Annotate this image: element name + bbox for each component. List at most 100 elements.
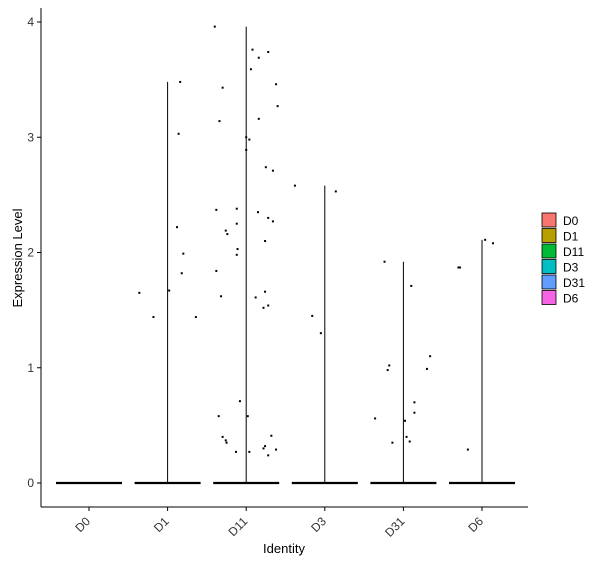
legend-key-d11 [541,243,557,259]
violin-group-d1 [134,80,201,485]
data-point [194,316,197,319]
data-point [484,238,487,241]
y-axis-title: Expression Level [10,208,25,307]
x-tick-label: D3 [308,514,329,535]
data-point [405,435,408,438]
data-point [215,269,218,272]
data-point [374,417,377,420]
x-tick-label: D1 [151,514,172,535]
data-point [221,86,224,89]
data-point [275,83,278,86]
data-point [262,447,265,450]
data-point [254,296,257,299]
data-point [257,56,260,59]
x-axis-ticks: D0 D1 D11 D3 D31 D6 [72,507,486,540]
data-point [138,291,141,294]
data-point [248,450,251,453]
data-point [262,306,265,309]
data-point [413,411,416,414]
y-tick-label: 2 [27,246,34,260]
data-point [264,166,267,169]
violin-group-d11 [213,25,280,485]
data-point [168,289,171,292]
legend-key-d6 [541,290,557,305]
data-point [391,441,394,444]
data-point [248,138,251,141]
data-point [275,448,278,451]
data-point [226,233,229,236]
data-point [221,435,224,438]
plot-marks [56,25,515,485]
data-point [264,239,267,242]
data-point [176,226,179,229]
data-point [213,25,216,28]
data-point [238,400,241,403]
data-point [466,448,469,451]
data-point [179,80,182,83]
data-point [270,434,273,437]
legend-label-d31: D31 [563,276,585,290]
data-point [267,454,270,457]
data-point [234,450,237,453]
legend-key-d1 [541,228,557,243]
data-point [217,415,220,418]
y-tick-label: 0 [27,476,34,490]
data-point [293,184,296,187]
data-point [319,332,322,335]
data-point [408,440,411,443]
legend-label-d11: D11 [563,245,584,259]
x-tick-label: D0 [72,514,93,535]
legend-label-d6: D6 [563,292,579,306]
data-point [413,401,416,404]
y-axis-ticks: 0 1 2 3 4 [27,15,41,490]
data-point [235,253,238,256]
data-point [388,364,391,367]
data-point [245,148,248,151]
y-tick-label: 4 [27,15,34,29]
x-tick-label: D11 [225,514,250,539]
data-point [251,48,254,51]
data-point [224,229,227,232]
x-axis-title: Identity [263,541,305,556]
legend-label-d1: D1 [563,230,579,244]
data-point [429,355,432,358]
data-point [256,211,259,214]
data-point [264,445,267,448]
data-point [383,260,386,263]
y-tick-label: 3 [27,130,34,144]
violin-group-d31 [370,260,437,485]
data-point [180,272,183,275]
data-point [334,190,337,193]
data-point [218,120,221,123]
data-point [224,439,227,442]
legend-key-d0 [541,212,557,228]
data-point [152,316,155,319]
data-point [410,284,413,287]
data-point [458,266,461,269]
data-point [267,304,270,307]
data-point [425,367,428,370]
data-point [225,441,228,444]
data-point [235,207,238,210]
violin-group-d3 [291,184,358,485]
data-point [264,290,267,293]
data-point [267,50,270,53]
data-point [386,369,389,372]
data-point [245,136,248,139]
data-point [177,132,180,135]
legend-label-d0: D0 [563,214,579,228]
legend-label-d3: D3 [563,261,579,275]
data-point [246,415,249,418]
violin-group-d6 [449,238,515,485]
data-point [492,242,495,245]
x-tick-label: D6 [465,514,486,535]
data-point [271,220,274,223]
y-tick-label: 1 [27,361,34,375]
data-point [311,314,314,317]
data-point [267,216,270,219]
legend-key-d31 [541,274,557,290]
data-point [220,295,223,298]
data-point [182,252,185,255]
